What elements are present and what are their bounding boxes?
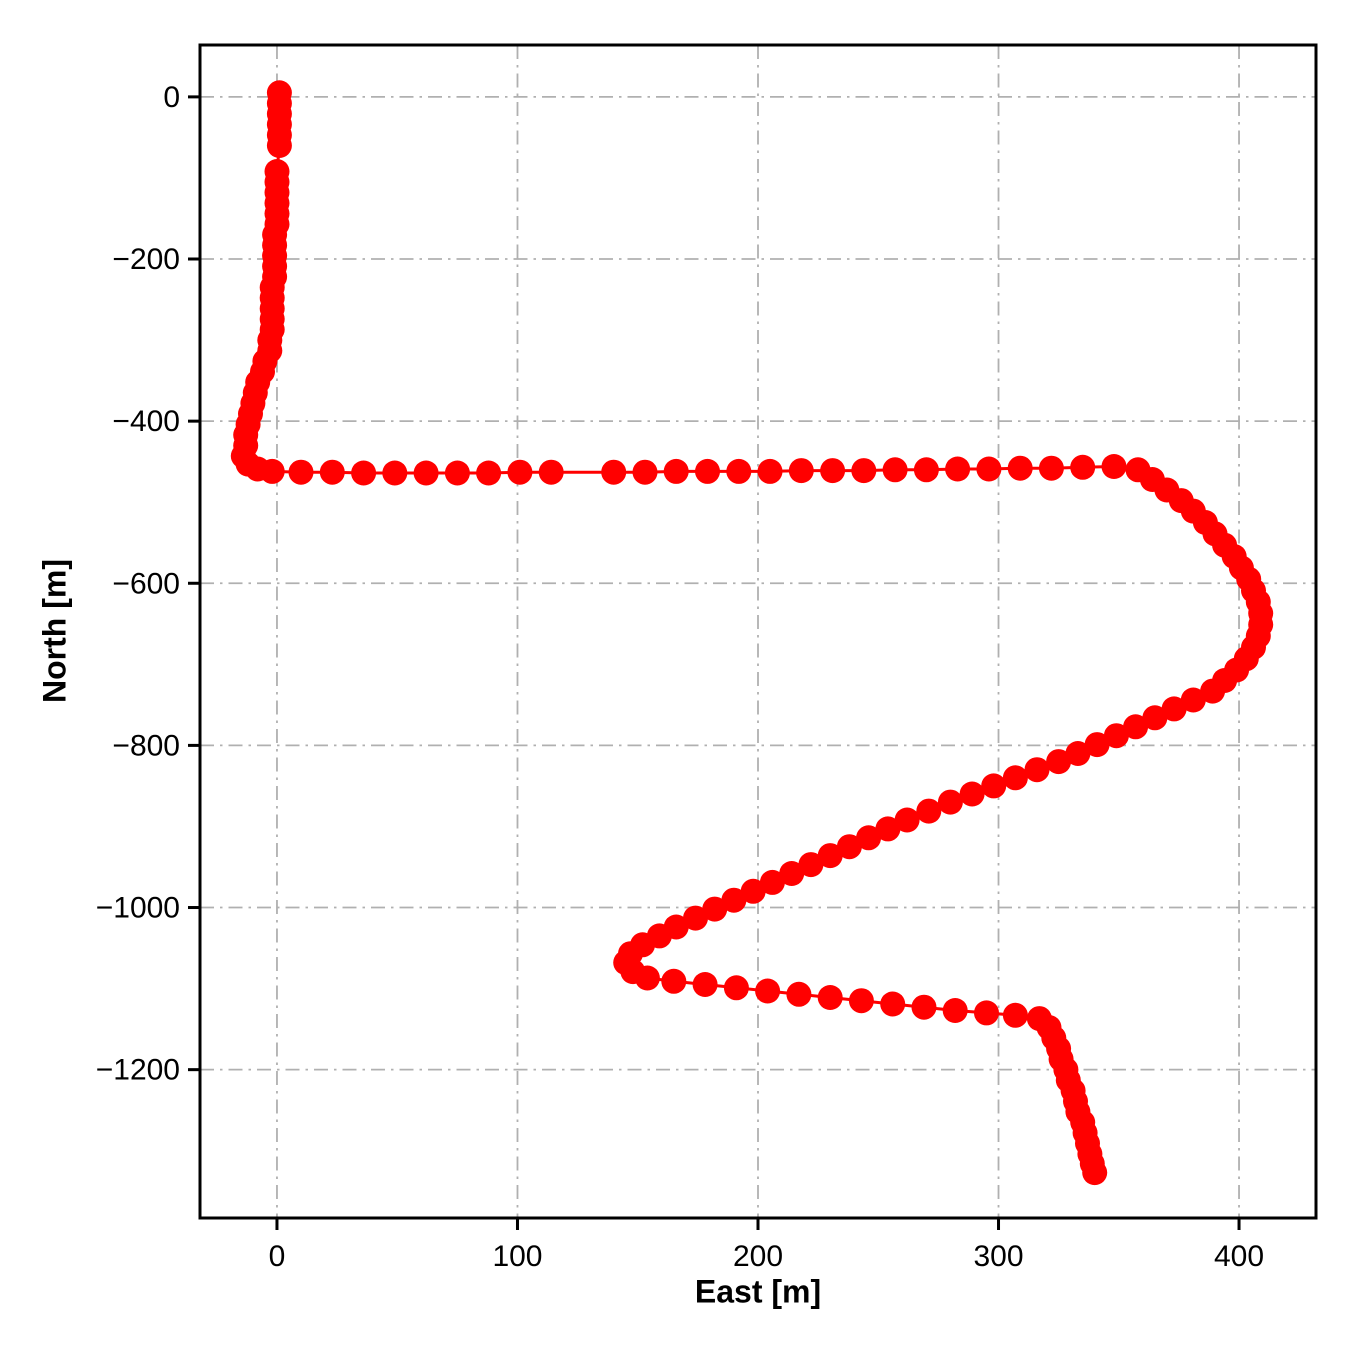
- trajectory-point: [937, 789, 963, 815]
- trajectory-point: [836, 834, 862, 860]
- trajectory-point: [740, 878, 766, 904]
- trajectory-point: [851, 458, 877, 484]
- trajectory-point: [755, 978, 781, 1004]
- trajectory-point: [1024, 757, 1050, 783]
- trajectory-point: [634, 965, 660, 991]
- trajectory-point: [916, 798, 942, 824]
- x-tick-label: 200: [733, 1240, 783, 1273]
- trajectory-point: [266, 133, 292, 158]
- trajectory-point: [476, 460, 502, 486]
- trajectory-point: [848, 988, 874, 1014]
- trajectory-point: [880, 991, 906, 1017]
- trajectory-point: [817, 985, 843, 1010]
- trajectory-point: [759, 869, 785, 895]
- trajectory-point: [1007, 455, 1033, 481]
- trajectory-point: [945, 456, 971, 482]
- trajectory-point: [1038, 455, 1064, 481]
- trajectory-point: [820, 458, 846, 484]
- y-tick-label: 0: [163, 81, 180, 114]
- trajectory-point: [1180, 687, 1206, 713]
- trajectory-point: [702, 896, 728, 922]
- x-axis-label: East [m]: [694, 1273, 822, 1310]
- trajectory-point: [507, 459, 533, 485]
- y-tick-label: −1200: [96, 1054, 180, 1087]
- trajectory-point: [259, 458, 285, 484]
- trajectory-point: [1065, 741, 1091, 766]
- trajectory-point: [413, 460, 439, 486]
- x-tick-label: 400: [1214, 1240, 1264, 1273]
- trajectory-point: [1142, 705, 1168, 731]
- trajectory-point: [351, 460, 377, 486]
- x-tick-label: 100: [492, 1240, 542, 1273]
- y-axis-label: North [m]: [36, 559, 73, 703]
- x-tick-label: 0: [269, 1240, 286, 1273]
- trajectory-point: [875, 816, 901, 842]
- trajectory-point: [683, 905, 708, 931]
- trajectory-point: [1084, 732, 1110, 758]
- trajectory-point: [1002, 765, 1028, 791]
- y-tick-label: −800: [112, 729, 180, 762]
- trajectory-point: [1046, 749, 1072, 775]
- trajectory-point: [319, 459, 345, 485]
- y-tick-label: −600: [112, 567, 180, 600]
- trajectory-point: [1200, 678, 1226, 704]
- trajectory-point: [913, 457, 939, 483]
- trajectory-point: [1123, 714, 1149, 740]
- trajectory-point: [779, 861, 805, 886]
- trajectory-point: [382, 460, 408, 486]
- trajectory-point: [444, 460, 470, 486]
- trajectory-point: [288, 459, 314, 485]
- x-tick-label: 300: [973, 1240, 1023, 1273]
- trajectory-point: [1002, 1002, 1028, 1028]
- trajectory-point: [959, 781, 985, 807]
- trajectory-point: [1103, 723, 1129, 749]
- trajectory-point: [692, 972, 718, 997]
- y-tick-label: −200: [112, 243, 180, 276]
- trajectory-point: [974, 1000, 999, 1026]
- trajectory-point: [788, 458, 814, 484]
- trajectory-point: [817, 843, 843, 869]
- trajectory-point: [757, 458, 783, 484]
- trajectory-point: [1082, 1160, 1108, 1186]
- trajectory-point: [601, 459, 627, 485]
- y-tick-label: −400: [112, 405, 180, 438]
- trajectory-point: [882, 457, 908, 483]
- trajectory-point: [661, 968, 687, 994]
- trajectory-point: [632, 459, 658, 485]
- trajectory-point: [786, 981, 812, 1007]
- trajectory-point: [723, 975, 749, 1001]
- trajectory-point: [942, 998, 968, 1023]
- trajectory-point: [1101, 454, 1127, 479]
- trajectory-point: [538, 459, 564, 485]
- trajectory-point: [981, 773, 1007, 799]
- trajectory-point: [856, 825, 882, 851]
- trajectory-point: [976, 456, 1002, 482]
- y-tick-label: −1000: [96, 892, 180, 925]
- trajectory-point: [1161, 696, 1187, 722]
- trajectory-point: [663, 458, 689, 484]
- trajectory-point: [894, 807, 920, 833]
- trajectory-point: [695, 458, 720, 484]
- trajectory-point: [1070, 454, 1096, 480]
- trajectory-point: [911, 994, 937, 1020]
- trajectory-point: [726, 458, 752, 484]
- trajectory-point: [798, 852, 824, 878]
- trajectory-point: [721, 887, 747, 913]
